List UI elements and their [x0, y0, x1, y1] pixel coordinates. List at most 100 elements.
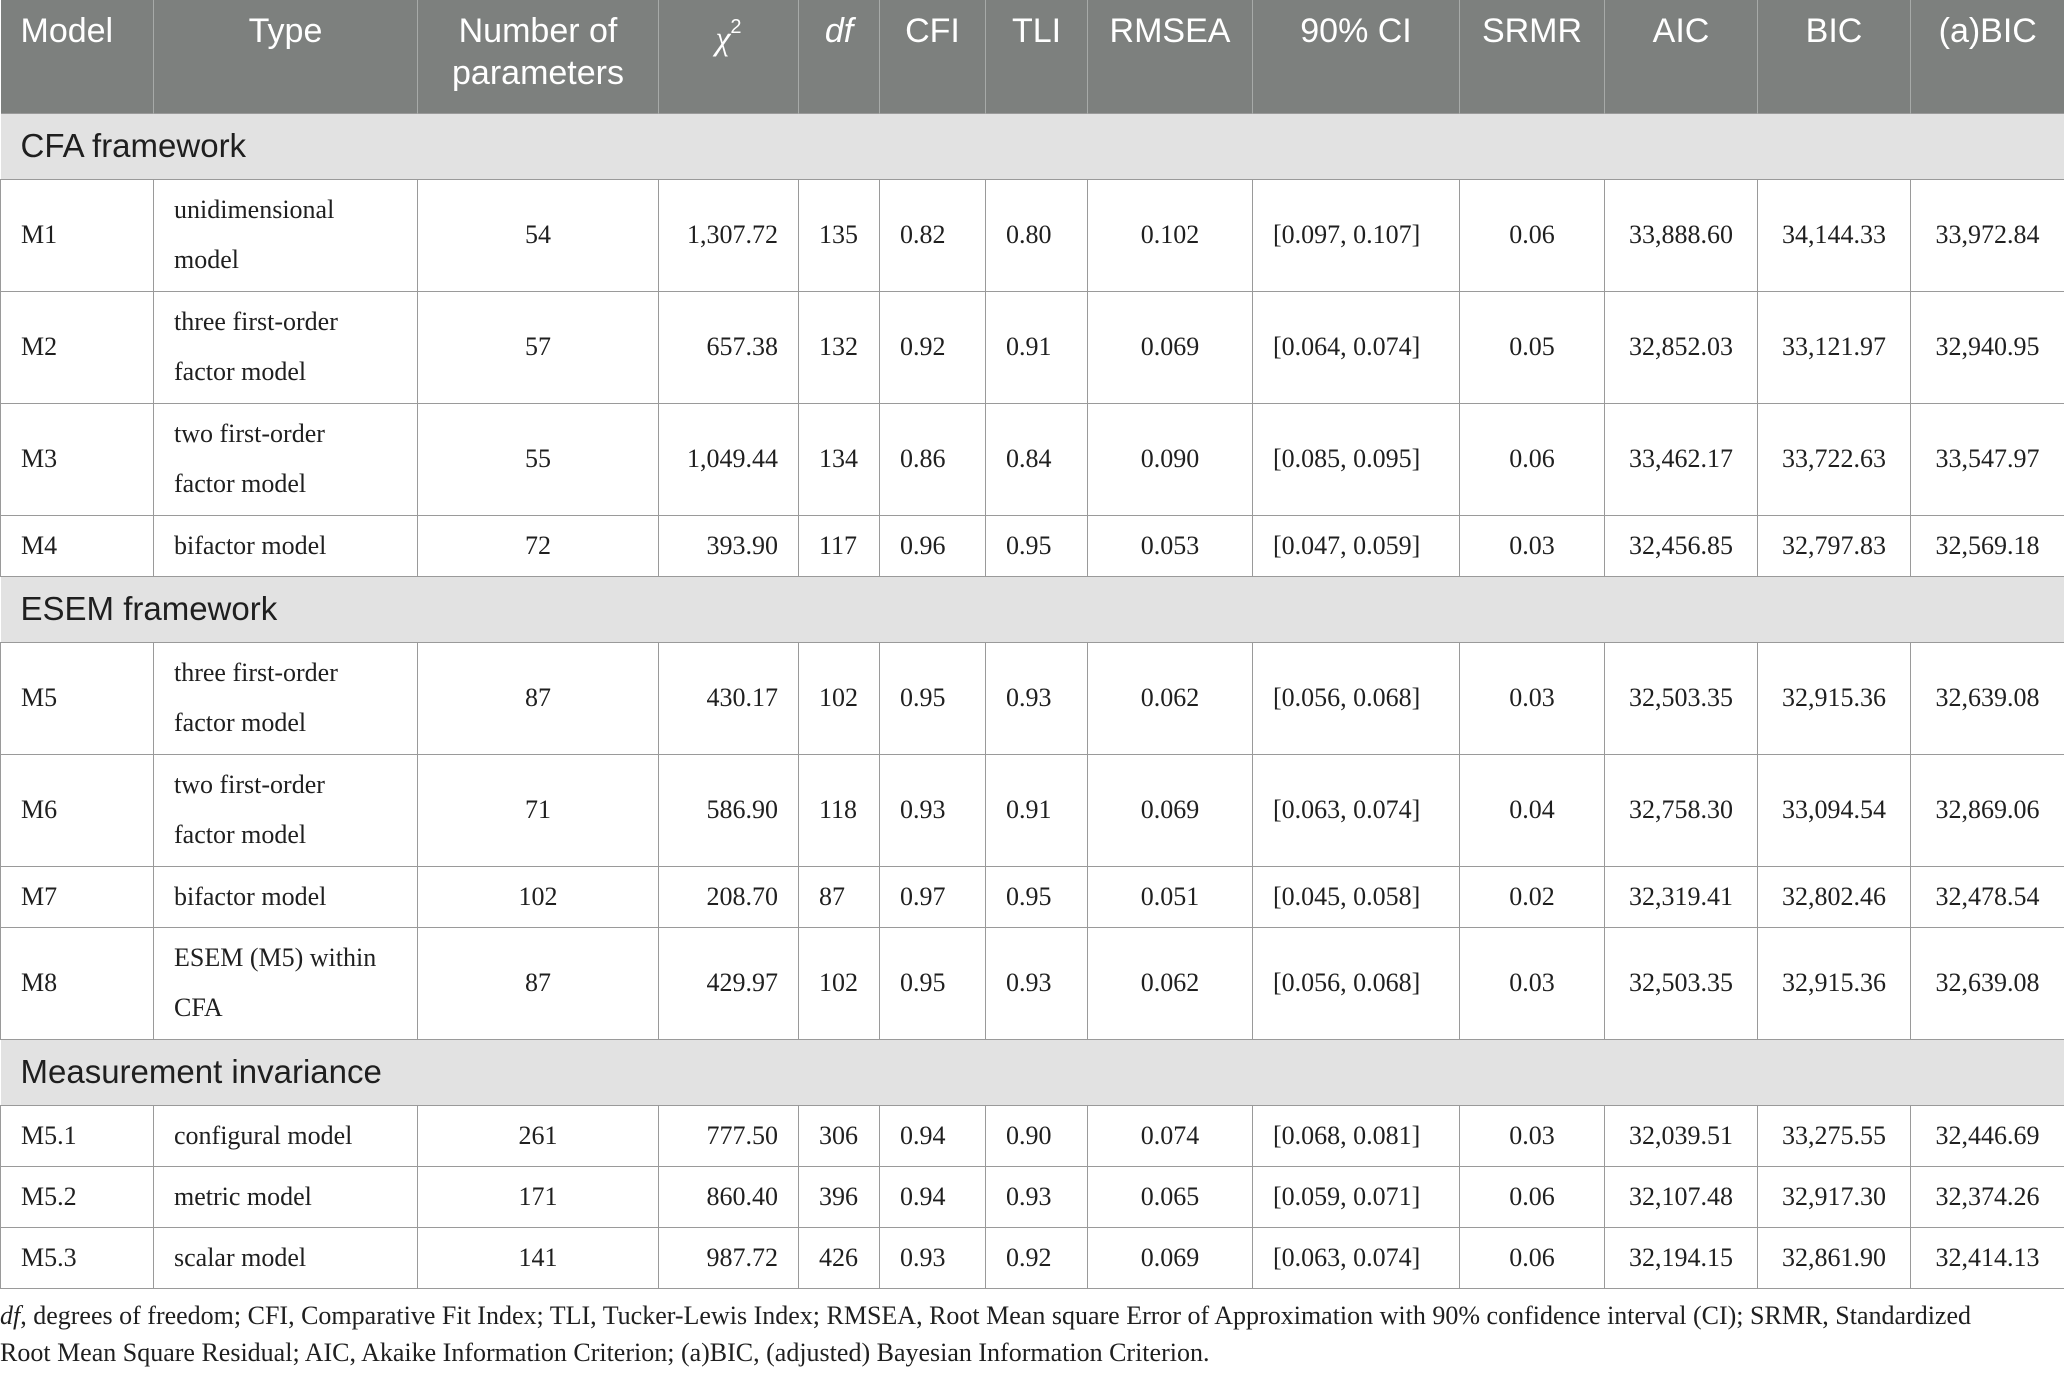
cell-srmr: 0.04 [1459, 753, 1605, 867]
cell-type-line: model [174, 245, 239, 274]
cell-bic: 34,144.33 [1757, 178, 1911, 292]
cell-aic: 32,039.51 [1604, 1104, 1758, 1167]
cell-srmr: 0.05 [1459, 290, 1605, 404]
cell-cfi: 0.94 [879, 1104, 986, 1167]
header-row: Model Type Number of parameters χ2 df CF… [0, 0, 2064, 113]
cell-rmsea: 0.065 [1087, 1165, 1253, 1228]
cell-type-line: metric model [174, 1181, 312, 1211]
cell-df: 306 [798, 1104, 880, 1167]
cell-bic: 32,915.36 [1757, 641, 1911, 755]
cell-df: 118 [798, 753, 880, 867]
cell-chi-square: 1,049.44 [658, 402, 799, 516]
cell-rmsea: 0.062 [1087, 641, 1253, 755]
cell-tli: 0.95 [985, 865, 1088, 928]
cell-type: unidimensional model [153, 178, 418, 292]
cell-bic: 33,722.63 [1757, 402, 1911, 516]
cell-ci: [0.047, 0.059] [1252, 514, 1460, 577]
cell-rmsea: 0.102 [1087, 178, 1253, 292]
table-row: M7 bifactor model 102 208.70 87 0.97 0.95 0.051… [0, 865, 2064, 928]
header-params: Number of parameters [417, 0, 659, 113]
cell-chi-square: 393.90 [658, 514, 799, 577]
cell-rmsea: 0.069 [1087, 1226, 1253, 1289]
cell-aic: 33,888.60 [1604, 178, 1758, 292]
cell-params: 141 [417, 1226, 659, 1289]
cell-srmr: 0.06 [1459, 1226, 1605, 1289]
cell-type: bifactor model [153, 514, 418, 577]
cell-model: M5.2 [0, 1165, 154, 1228]
cell-aic: 32,107.48 [1604, 1165, 1758, 1228]
cell-tli: 0.91 [985, 290, 1088, 404]
cell-abic: 33,972.84 [1910, 178, 2064, 292]
group-title: CFA framework [0, 112, 2064, 180]
header-cfi: CFI [879, 0, 986, 113]
cell-cfi: 0.82 [879, 178, 986, 292]
cell-cfi: 0.86 [879, 402, 986, 516]
cell-tli: 0.93 [985, 926, 1088, 1040]
table-row: M5 three first-order factor model 87 430.17 1… [0, 641, 2064, 755]
table-row: M4 bifactor model 72 393.90 117 0.96 0.95 0.053… [0, 514, 2064, 577]
cell-cfi: 0.94 [879, 1165, 986, 1228]
cell-bic: 33,275.55 [1757, 1104, 1911, 1167]
header-df: df [798, 0, 880, 113]
cell-aic: 32,456.85 [1604, 514, 1758, 577]
header-srmr: SRMR [1459, 0, 1605, 113]
cell-srmr: 0.03 [1459, 1104, 1605, 1167]
cell-model: M7 [0, 865, 154, 928]
cell-model: M2 [0, 290, 154, 404]
cell-srmr: 0.03 [1459, 926, 1605, 1040]
header-params-line2: parameters [452, 54, 624, 92]
cell-abic: 32,639.08 [1910, 641, 2064, 755]
cell-cfi: 0.92 [879, 290, 986, 404]
cell-bic: 33,094.54 [1757, 753, 1911, 867]
cell-params: 87 [417, 926, 659, 1040]
cell-abic: 33,547.97 [1910, 402, 2064, 516]
cell-model: M4 [0, 514, 154, 577]
cell-params: 71 [417, 753, 659, 867]
header-tli: TLI [985, 0, 1088, 113]
cell-df: 396 [798, 1165, 880, 1228]
cell-abic: 32,639.08 [1910, 926, 2064, 1040]
cell-type: metric model [153, 1165, 418, 1228]
cell-rmsea: 0.069 [1087, 753, 1253, 867]
cell-type-line: factor model [174, 708, 307, 737]
group-title: Measurement invariance [0, 1038, 2064, 1106]
table-row: M8 ESEM (M5) within CFA 87 429.97 102 0.95 0.93… [0, 926, 2064, 1040]
header-abic: (a)BIC [1910, 0, 2064, 113]
header-bic: BIC [1757, 0, 1911, 113]
cell-bic: 32,802.46 [1757, 865, 1911, 928]
table-row: M5.1 configural model 261 777.50 306 0.94 0.90… [0, 1104, 2064, 1167]
cell-rmsea: 0.074 [1087, 1104, 1253, 1167]
cell-type-line: factor model [174, 357, 307, 386]
fit-table-container: Model Type Number of parameters χ2 df CF… [0, 0, 2064, 1289]
cell-type-line: factor model [174, 469, 307, 498]
cell-type-line: three first-order [174, 307, 338, 336]
cell-params: 57 [417, 290, 659, 404]
cell-type-line: bifactor model [174, 881, 327, 911]
cell-df: 102 [798, 641, 880, 755]
cell-ci: [0.059, 0.071] [1252, 1165, 1460, 1228]
header-chi-square: χ2 [658, 0, 799, 113]
cell-rmsea: 0.090 [1087, 402, 1253, 516]
cell-type: ESEM (M5) within CFA [153, 926, 418, 1040]
cell-type: two first-order factor model [153, 753, 418, 867]
table-row: M5.2 metric model 171 860.40 396 0.94 0.93 0.06… [0, 1165, 2064, 1228]
cell-ci: [0.045, 0.058] [1252, 865, 1460, 928]
cell-params: 54 [417, 178, 659, 292]
cell-model: M8 [0, 926, 154, 1040]
group-title: ESEM framework [0, 575, 2064, 643]
cell-rmsea: 0.053 [1087, 514, 1253, 577]
cell-srmr: 0.06 [1459, 178, 1605, 292]
header-model: Model [0, 0, 154, 113]
cell-bic: 32,917.30 [1757, 1165, 1911, 1228]
footnote-line2: Root Mean Square Residual; AIC, Akaike I… [0, 1338, 1210, 1367]
header-params-line1: Number of [458, 12, 618, 50]
cell-aic: 32,503.35 [1604, 641, 1758, 755]
cell-type-line: bifactor model [174, 530, 327, 560]
header-chi-symbol: χ [715, 20, 731, 58]
cell-ci: [0.056, 0.068] [1252, 926, 1460, 1040]
cell-cfi: 0.93 [879, 1226, 986, 1289]
cell-model: M5.1 [0, 1104, 154, 1167]
cell-abic: 32,569.18 [1910, 514, 2064, 577]
group-header-row: Measurement invariance [0, 1038, 2064, 1106]
cell-type-line: factor model [174, 820, 307, 849]
